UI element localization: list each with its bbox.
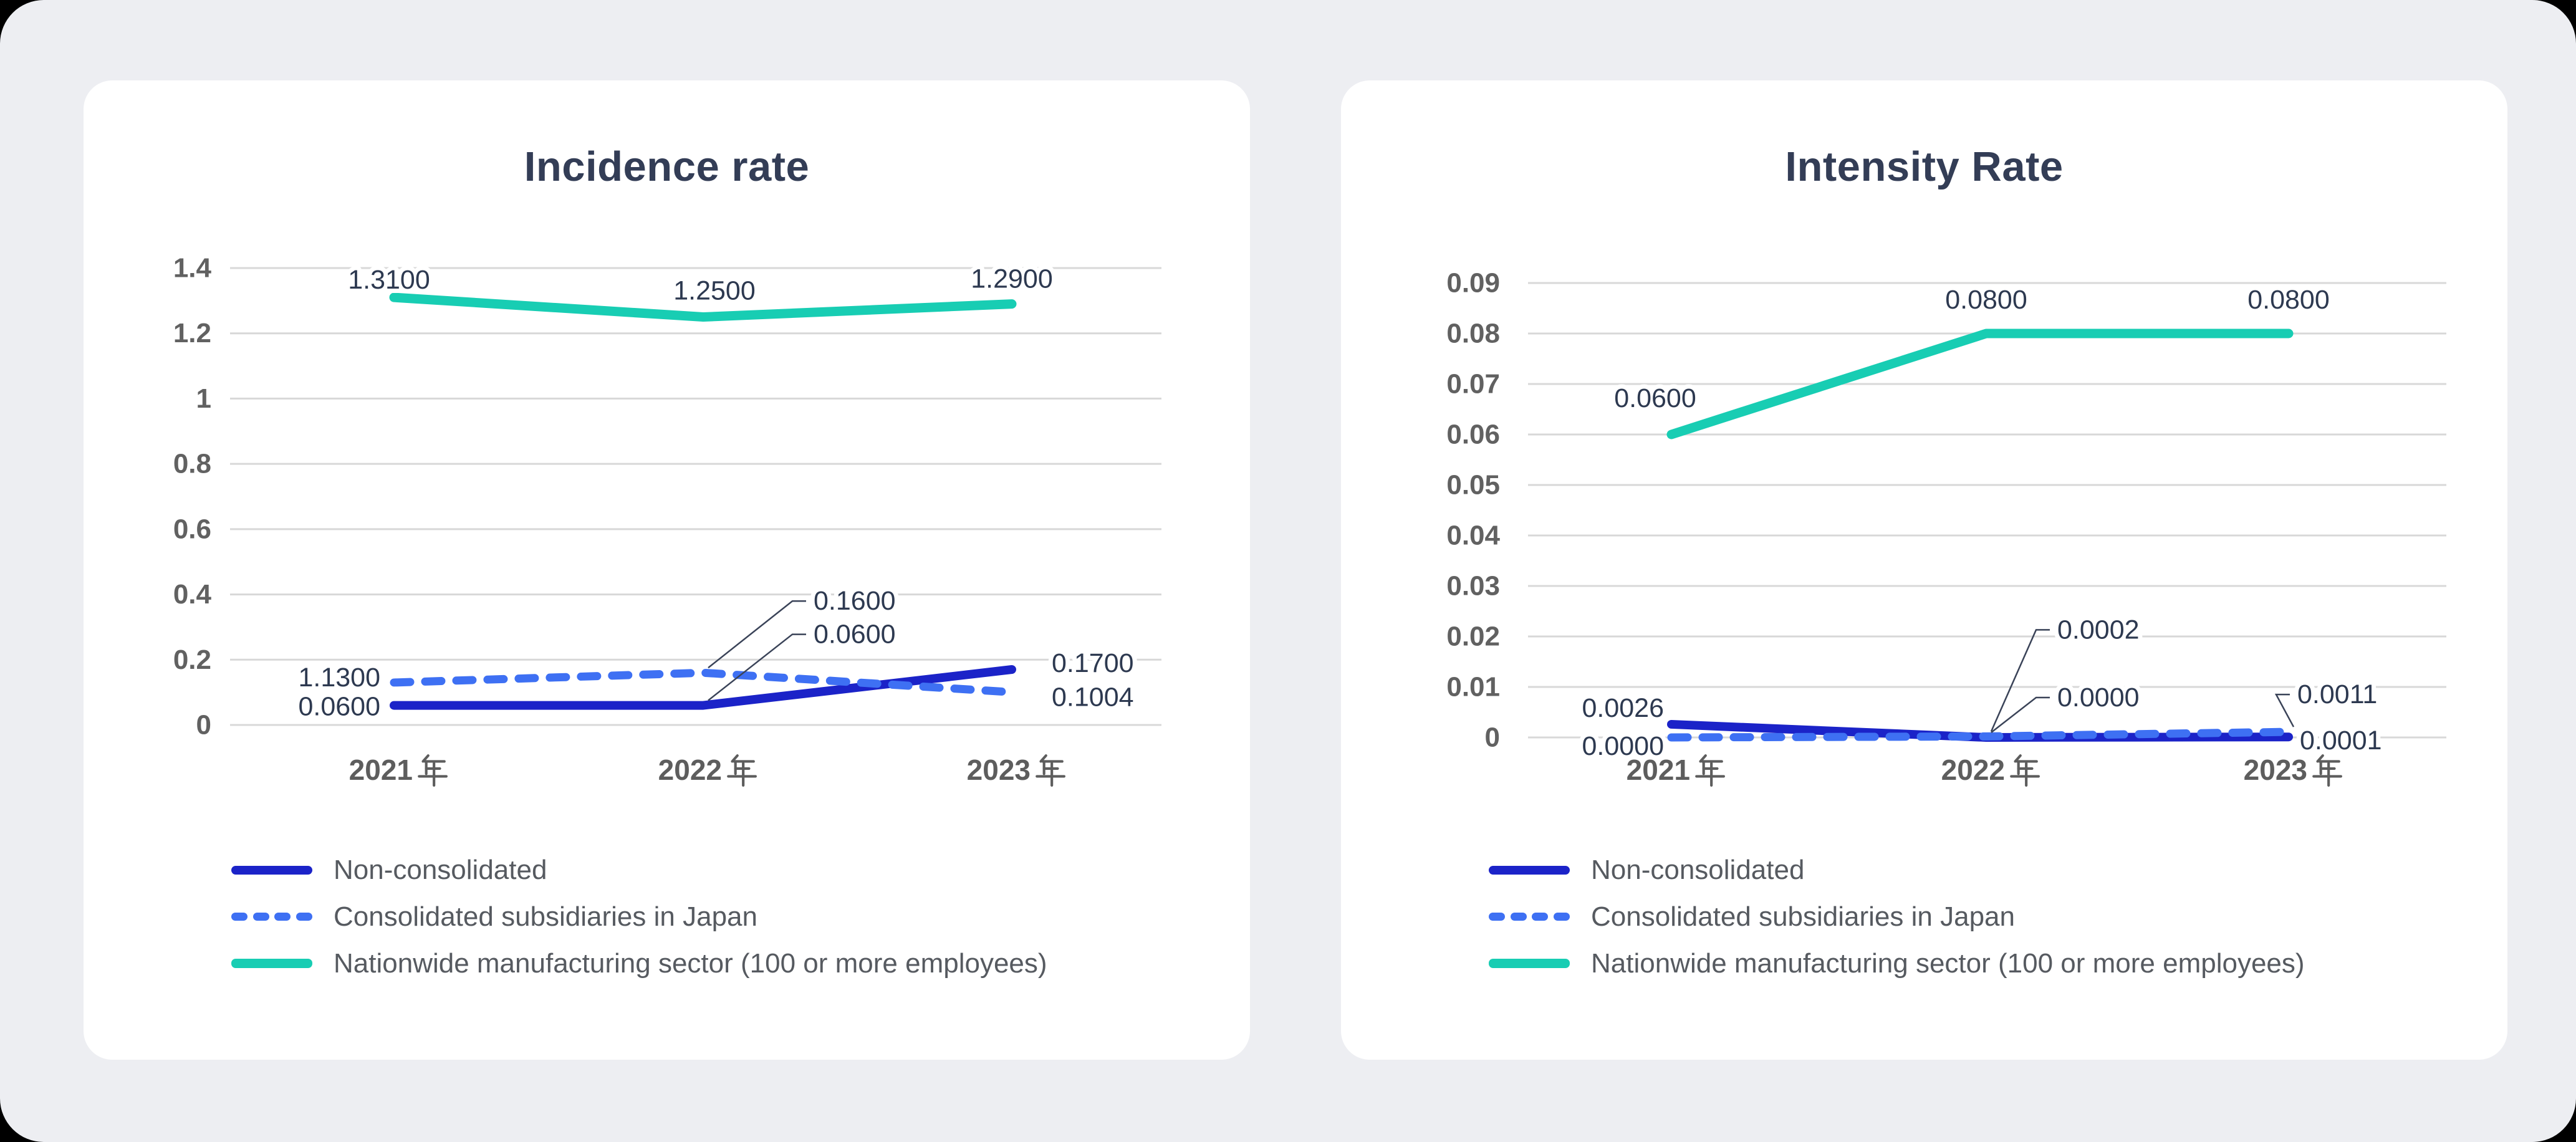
leader-line bbox=[1991, 696, 2050, 733]
incidence-rate-card: Incidence rate 1.4 1.2 1 0.8 0.6 0.4 0.2 0 2021 2… bbox=[84, 80, 1250, 1060]
kanji-year-glyph bbox=[418, 754, 448, 787]
solid-line-swatch-icon bbox=[1489, 959, 1570, 968]
data-label: 0.0600 bbox=[1614, 383, 1696, 413]
y-tick-label: 0.03 bbox=[1446, 571, 1500, 602]
kanji-year-glyph bbox=[2312, 754, 2342, 787]
chart-title-incidence-rate: Incidence rate bbox=[524, 143, 810, 190]
y-tick-label: 0 bbox=[1485, 722, 1500, 753]
y-tick-label: 0.8 bbox=[173, 449, 211, 479]
kanji-year-glyph bbox=[1036, 754, 1065, 787]
kanji-year-glyph bbox=[727, 754, 757, 787]
data-label: 0.0011 bbox=[2297, 679, 2377, 709]
intensity-rate-card: Intensity Rate 0.09 0.08 0.07 0.06 0.05 0.04 0… bbox=[1341, 80, 2507, 1060]
data-label: 1.2900 bbox=[971, 264, 1053, 294]
data-label: 0.0002 bbox=[2057, 615, 2140, 645]
x-axis-label: 2022 bbox=[1941, 754, 2005, 786]
data-label: 0.1600 bbox=[814, 586, 896, 616]
solid-line-swatch-icon bbox=[231, 865, 312, 875]
data-label: 0.0600 bbox=[298, 692, 380, 722]
legend-label: Nationwide manufacturing sector (100 or … bbox=[1591, 948, 2305, 979]
data-label: 0.1004 bbox=[1052, 682, 1134, 712]
y-tick-label: 0.01 bbox=[1446, 672, 1500, 703]
legend: Non-consolidated Consolidated subsidiarie… bbox=[1489, 847, 2305, 987]
y-tick-label: 0.4 bbox=[173, 579, 212, 610]
data-label: 1.1300 bbox=[298, 663, 380, 693]
y-tick-label: 0.07 bbox=[1446, 369, 1500, 400]
kanji-year-glyph bbox=[2010, 754, 2040, 787]
legend-item-non-consolidated: Non-consolidated bbox=[231, 847, 1047, 893]
legend-item-nationwide-manufacturing-sector-100-or-more-employees: Nationwide manufacturing sector (100 or … bbox=[231, 940, 1047, 987]
data-label: 0.0600 bbox=[814, 620, 896, 650]
data-label: 1.3100 bbox=[348, 265, 430, 295]
series-line-nationwide-manufacturing-sector-100-or-more-employees bbox=[389, 292, 1017, 322]
legend-label: Non-consolidated bbox=[1591, 854, 1805, 885]
dashed-line-swatch-icon bbox=[1489, 913, 1570, 921]
data-label: 0.1700 bbox=[1052, 648, 1134, 678]
series-line-non-consolidated bbox=[390, 665, 1016, 710]
data-label: 0.0000 bbox=[1582, 731, 1664, 761]
legend-item-non-consolidated: Non-consolidated bbox=[1489, 847, 2305, 893]
leader-line bbox=[1990, 629, 2050, 732]
incidence-rate-chart: 1.4 1.2 1 0.8 0.6 0.4 0.2 0 2021 2022 2023 0.0600 0.… bbox=[173, 253, 1161, 787]
y-tick-label: 1.2 bbox=[173, 318, 211, 348]
x-axis-label: 2022 bbox=[658, 754, 722, 786]
y-tick-label: 0 bbox=[196, 710, 211, 741]
dashed-line-swatch-icon bbox=[231, 913, 312, 921]
data-label: 0.0800 bbox=[2247, 285, 2330, 315]
series-line-consolidated-subsidiaries-in-japan bbox=[1667, 727, 2293, 742]
data-label: 0.0001 bbox=[2300, 726, 2382, 756]
legend-item-consolidated-subsidiaries-in-japan: Consolidated subsidiaries in Japan bbox=[231, 893, 1047, 940]
x-axis-label: 2021 bbox=[349, 754, 413, 786]
legend-label: Non-consolidated bbox=[334, 854, 547, 885]
y-tick-label: 0.09 bbox=[1446, 268, 1500, 299]
series-line-consolidated-subsidiaries-in-japan bbox=[390, 668, 1016, 696]
y-tick-label: 1.4 bbox=[173, 253, 212, 284]
leader-line bbox=[2274, 693, 2295, 727]
leader-line bbox=[708, 633, 806, 701]
y-tick-label: 0.6 bbox=[173, 514, 211, 544]
y-tick-label: 0.2 bbox=[173, 645, 211, 675]
data-label: 0.0000 bbox=[2057, 683, 2140, 713]
y-tick-label: 0.05 bbox=[1446, 470, 1500, 501]
data-label: 1.2500 bbox=[673, 276, 756, 306]
y-tick-label: 0.08 bbox=[1446, 319, 1500, 349]
legend-label: Consolidated subsidiaries in Japan bbox=[334, 901, 757, 932]
x-axis-label: 2023 bbox=[967, 754, 1031, 786]
kanji-year-glyph bbox=[1695, 754, 1725, 787]
y-tick-label: 1 bbox=[196, 383, 211, 414]
legend-label: Nationwide manufacturing sector (100 or … bbox=[334, 948, 1047, 979]
chart-title-intensity-rate: Intensity Rate bbox=[1785, 143, 2064, 190]
legend-item-nationwide-manufacturing-sector-100-or-more-employees: Nationwide manufacturing sector (100 or … bbox=[1489, 940, 2305, 987]
legend: Non-consolidated Consolidated subsidiarie… bbox=[231, 847, 1047, 987]
series-line-nationwide-manufacturing-sector-100-or-more-employees bbox=[1666, 329, 2294, 439]
solid-line-swatch-icon bbox=[1489, 865, 1570, 875]
data-label: 0.0026 bbox=[1582, 693, 1664, 723]
y-tick-label: 0.04 bbox=[1446, 521, 1500, 551]
leader-line bbox=[708, 600, 806, 669]
legend-label: Consolidated subsidiaries in Japan bbox=[1591, 901, 2015, 932]
x-axis-label: 2023 bbox=[2244, 754, 2307, 786]
solid-line-swatch-icon bbox=[231, 959, 312, 968]
x-axis-label: 2021 bbox=[1627, 754, 1690, 786]
data-label: 0.0800 bbox=[1945, 285, 2027, 315]
intensity-rate-chart: 0.09 0.08 0.07 0.06 0.05 0.04 0.03 0.02 0.01 0 202… bbox=[1446, 268, 2446, 787]
y-tick-label: 0.02 bbox=[1446, 621, 1500, 652]
legend-item-consolidated-subsidiaries-in-japan: Consolidated subsidiaries in Japan bbox=[1489, 893, 2305, 940]
y-tick-label: 0.06 bbox=[1446, 420, 1500, 450]
